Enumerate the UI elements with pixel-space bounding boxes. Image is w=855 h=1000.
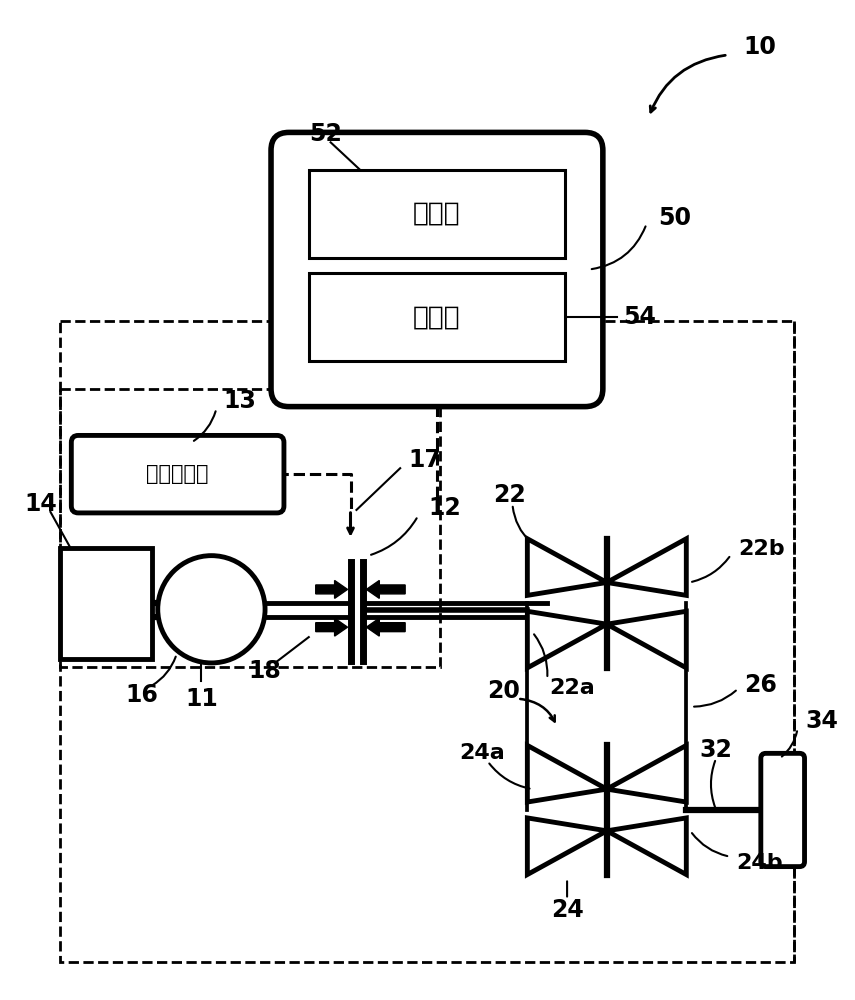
- Polygon shape: [528, 539, 607, 595]
- FancyBboxPatch shape: [71, 435, 284, 513]
- Text: 24: 24: [551, 898, 583, 922]
- Text: 17: 17: [408, 448, 441, 472]
- FancyArrow shape: [367, 618, 405, 636]
- FancyBboxPatch shape: [271, 132, 603, 407]
- Text: 控制器: 控制器: [413, 201, 461, 227]
- Text: 50: 50: [658, 206, 692, 230]
- Polygon shape: [528, 745, 607, 802]
- Circle shape: [158, 556, 265, 663]
- Polygon shape: [309, 273, 565, 361]
- Text: 24b: 24b: [736, 853, 782, 873]
- FancyBboxPatch shape: [761, 753, 805, 867]
- Text: 16: 16: [126, 683, 158, 707]
- Text: 22: 22: [493, 483, 526, 507]
- Polygon shape: [528, 611, 607, 668]
- Text: 26: 26: [744, 673, 777, 697]
- Polygon shape: [309, 170, 565, 258]
- Text: 12: 12: [428, 496, 461, 520]
- Text: 54: 54: [622, 305, 656, 329]
- Text: 10: 10: [743, 35, 775, 59]
- Polygon shape: [607, 539, 687, 595]
- Text: 52: 52: [310, 122, 342, 146]
- Polygon shape: [607, 611, 687, 668]
- Text: 34: 34: [805, 709, 839, 733]
- Text: 22b: 22b: [738, 539, 785, 559]
- Text: 24a: 24a: [459, 743, 504, 763]
- Text: 通信器: 通信器: [413, 304, 461, 330]
- FancyArrow shape: [315, 580, 347, 598]
- Text: 11: 11: [185, 687, 218, 711]
- Polygon shape: [528, 818, 607, 875]
- Text: 13: 13: [223, 389, 256, 413]
- Polygon shape: [607, 745, 687, 802]
- Text: 14: 14: [24, 492, 57, 516]
- Polygon shape: [607, 818, 687, 875]
- Text: 液压控制器: 液压控制器: [146, 464, 209, 484]
- Polygon shape: [61, 548, 152, 659]
- Text: 22a: 22a: [549, 678, 595, 698]
- FancyArrow shape: [367, 580, 405, 598]
- Text: 20: 20: [487, 679, 520, 703]
- FancyArrow shape: [315, 618, 347, 636]
- Text: 18: 18: [249, 659, 281, 683]
- Text: 32: 32: [699, 738, 733, 762]
